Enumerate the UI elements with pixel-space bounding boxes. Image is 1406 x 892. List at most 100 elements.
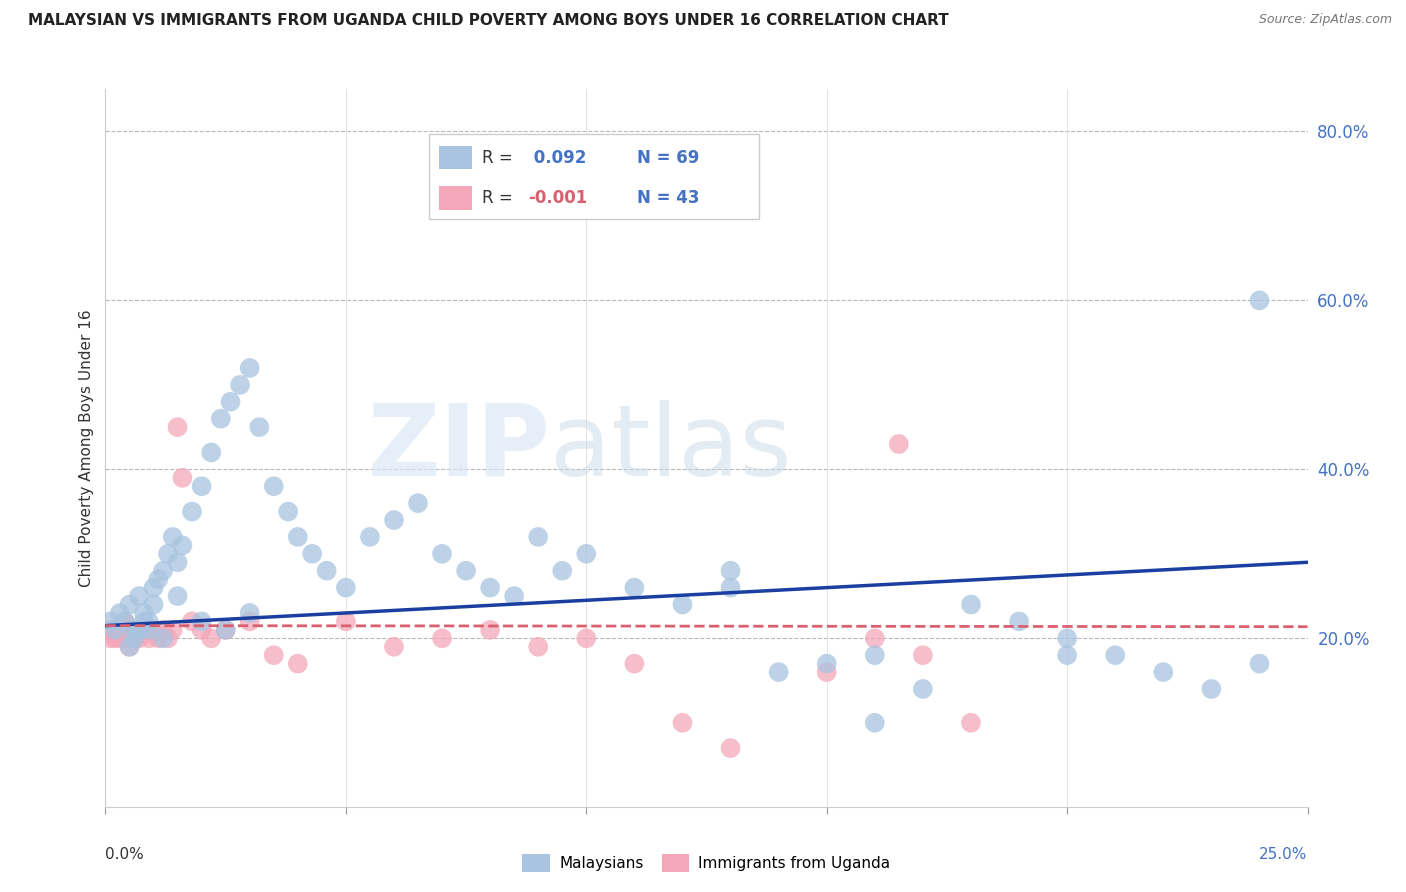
Point: [1104, 648, 1126, 663]
Legend: Malaysians, Immigrants from Uganda: Malaysians, Immigrants from Uganda: [516, 847, 897, 879]
Point: [124, 632, 146, 646]
Point: [166, 555, 188, 569]
Point: [911, 648, 934, 663]
Point: [575, 547, 598, 561]
Point: [887, 437, 910, 451]
Point: [479, 581, 502, 595]
Point: [114, 615, 136, 629]
Point: [551, 564, 574, 578]
Point: [406, 496, 429, 510]
Point: [118, 640, 141, 654]
Point: [671, 598, 693, 612]
Point: [219, 394, 242, 409]
Point: [138, 632, 160, 646]
Point: [162, 530, 184, 544]
Point: [172, 471, 194, 485]
Point: [156, 632, 179, 646]
Point: [315, 564, 337, 578]
Point: [1152, 665, 1174, 679]
Point: [863, 632, 886, 646]
Point: [960, 715, 983, 730]
Point: [108, 632, 131, 646]
Text: 0.0%: 0.0%: [105, 847, 145, 862]
FancyBboxPatch shape: [429, 134, 759, 219]
Point: [166, 420, 188, 434]
Point: [124, 632, 146, 646]
Point: [98, 632, 121, 646]
Point: [263, 648, 285, 663]
Point: [277, 505, 299, 519]
Point: [138, 615, 160, 629]
Text: atlas: atlas: [550, 400, 792, 497]
Text: N = 69: N = 69: [637, 149, 699, 167]
Point: [124, 623, 146, 637]
Point: [104, 623, 127, 637]
Point: [247, 420, 270, 434]
Point: [287, 657, 309, 671]
Point: [190, 615, 212, 629]
Point: [359, 530, 381, 544]
Point: [152, 564, 174, 578]
Point: [142, 581, 165, 595]
Point: [108, 606, 131, 620]
Point: [1056, 648, 1078, 663]
Point: [720, 741, 742, 756]
Point: [623, 581, 645, 595]
Point: [114, 632, 136, 646]
Point: [671, 715, 693, 730]
Bar: [439, 186, 472, 211]
Point: [1201, 681, 1223, 696]
Point: [239, 615, 262, 629]
Point: [815, 665, 838, 679]
Point: [214, 623, 236, 637]
Text: MALAYSIAN VS IMMIGRANTS FROM UGANDA CHILD POVERTY AMONG BOYS UNDER 16 CORRELATIO: MALAYSIAN VS IMMIGRANTS FROM UGANDA CHIL…: [28, 13, 949, 29]
Point: [200, 632, 222, 646]
Point: [138, 623, 160, 637]
Point: [239, 361, 262, 376]
Text: 0.092: 0.092: [529, 149, 586, 167]
Point: [239, 606, 262, 620]
Point: [108, 623, 131, 637]
Point: [104, 632, 127, 646]
Point: [911, 681, 934, 696]
Point: [152, 632, 174, 646]
Text: -0.001: -0.001: [529, 189, 588, 207]
Point: [128, 589, 150, 603]
Text: R =: R =: [482, 189, 512, 207]
Point: [172, 538, 194, 552]
Point: [132, 623, 155, 637]
Point: [720, 581, 742, 595]
Y-axis label: Child Poverty Among Boys Under 16: Child Poverty Among Boys Under 16: [79, 310, 94, 587]
Point: [1056, 632, 1078, 646]
Point: [335, 615, 357, 629]
Point: [960, 598, 983, 612]
Point: [575, 632, 598, 646]
Text: R =: R =: [482, 149, 512, 167]
Point: [142, 623, 165, 637]
Point: [229, 377, 252, 392]
Bar: [439, 145, 472, 169]
Point: [104, 623, 127, 637]
Point: [1249, 657, 1271, 671]
Point: [287, 530, 309, 544]
Point: [335, 581, 357, 595]
Point: [166, 589, 188, 603]
Point: [1249, 293, 1271, 308]
Point: [209, 411, 232, 425]
Point: [181, 615, 204, 629]
Text: Source: ZipAtlas.com: Source: ZipAtlas.com: [1258, 13, 1392, 27]
Point: [148, 632, 170, 646]
Point: [132, 606, 155, 620]
Point: [263, 479, 285, 493]
Point: [200, 445, 222, 459]
Point: [623, 657, 645, 671]
Text: ZIP: ZIP: [367, 400, 550, 497]
Point: [214, 623, 236, 637]
Point: [863, 715, 886, 730]
Point: [190, 479, 212, 493]
Point: [430, 632, 453, 646]
Point: [98, 623, 121, 637]
Point: [118, 640, 141, 654]
Point: [142, 598, 165, 612]
Point: [118, 623, 141, 637]
